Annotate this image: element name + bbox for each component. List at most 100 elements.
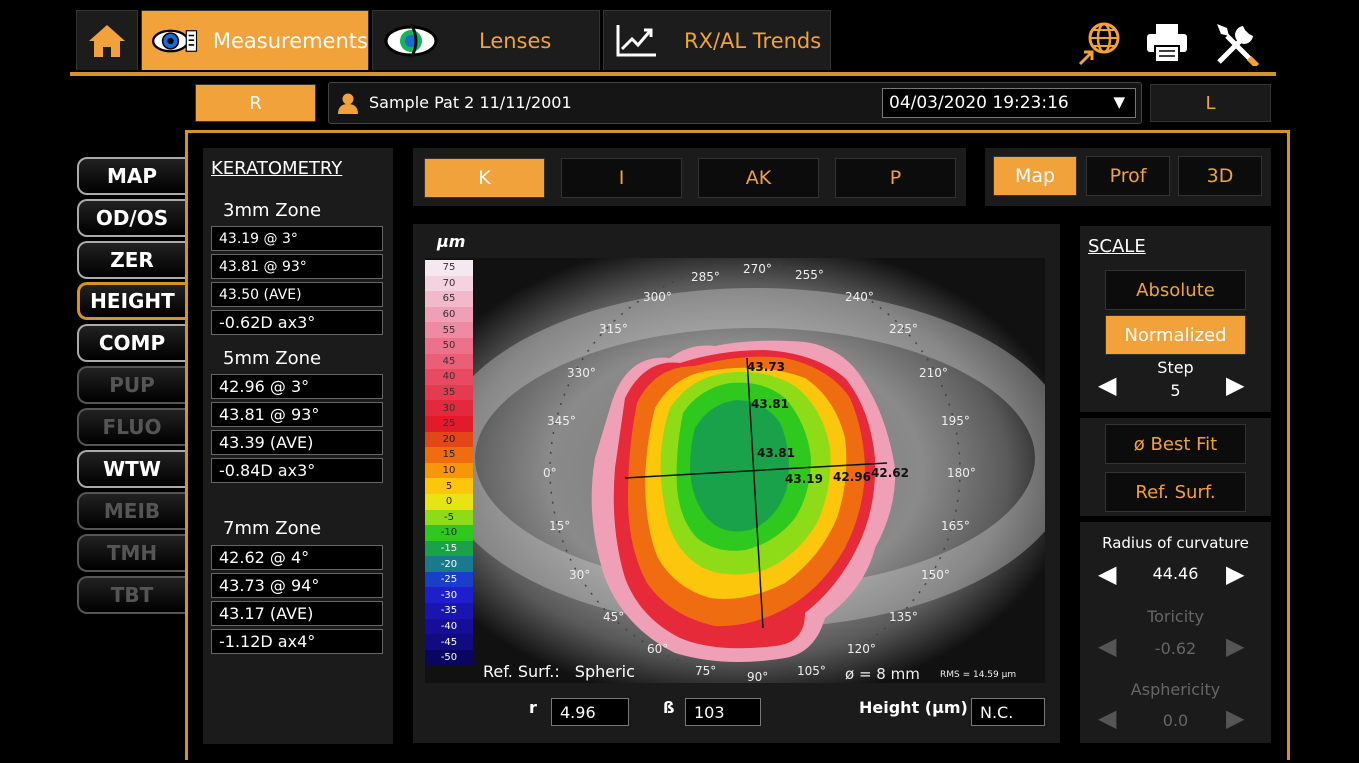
tab-measurements-label: Measurements — [212, 28, 368, 53]
side-tab-comp[interactable]: COMP — [77, 324, 185, 362]
beta-label: ß — [663, 698, 675, 717]
mode-k-button[interactable]: K — [424, 158, 545, 198]
step-decrease-button[interactable]: ◀ — [1098, 371, 1117, 399]
map-mode-tabs: K I AK P — [413, 148, 966, 206]
map-rms: RMS = 14.59 µm — [940, 670, 1017, 680]
angle-60: 60° — [647, 642, 669, 656]
right-eye-button[interactable]: R — [195, 84, 316, 122]
side-tab-wtw[interactable]: WTW — [77, 450, 185, 488]
tools-icon[interactable] — [1213, 20, 1259, 66]
scale-cell: 40 — [425, 369, 473, 385]
r-value-field: 4.96 — [551, 698, 629, 726]
zone-5mm-cyl: -0.84D ax3° — [211, 458, 383, 483]
height-map-image[interactable] — [425, 258, 1045, 683]
height-value-field: N.C. — [971, 698, 1045, 726]
scale-cell: -10 — [425, 525, 473, 541]
asphericity-value: 0.0 — [1162, 711, 1189, 730]
normalized-scale-button[interactable]: Normalized — [1105, 315, 1246, 355]
height-map-contours — [591, 340, 896, 662]
angle-165: 165° — [941, 519, 970, 533]
absolute-scale-button[interactable]: Absolute — [1105, 270, 1246, 310]
r-label: r — [529, 698, 537, 717]
toricity-increase-button: ▶ — [1226, 632, 1245, 660]
radius-value: 44.46 — [1152, 564, 1199, 583]
scale-cell: -20 — [425, 556, 473, 572]
angle-135: 135° — [889, 610, 918, 624]
scale-cell: -25 — [425, 571, 473, 588]
angle-225: 225° — [889, 322, 918, 336]
angle-255: 255° — [795, 268, 824, 282]
k-value-3mm-steep: 43.81 — [757, 446, 795, 460]
keratometry-panel: KERATOMETRY 3mm Zone 43.19 @ 3° 43.81 @ … — [203, 148, 393, 744]
scale-cell: 60 — [425, 306, 473, 323]
zone-7mm-title: 7mm Zone — [223, 518, 322, 539]
angle-90: 90° — [747, 670, 769, 684]
ref-surf-button[interactable]: Ref. Surf. — [1105, 472, 1246, 512]
angle-270: 270° — [743, 262, 772, 276]
home-button[interactable] — [76, 10, 138, 70]
radius-increase-button[interactable]: ▶ — [1226, 560, 1245, 588]
tab-measurements[interactable]: Measurements — [141, 10, 369, 70]
step-increase-button[interactable]: ▶ — [1226, 371, 1245, 399]
globe-cursor-icon[interactable] — [1076, 20, 1122, 66]
scale-cell: 50 — [425, 337, 473, 354]
scale-cell: 70 — [425, 275, 473, 292]
ref-surf-value: Spheric — [574, 662, 635, 681]
radius-decrease-button[interactable]: ◀ — [1098, 560, 1117, 588]
angle-345: 345° — [547, 414, 576, 428]
angle-315: 315° — [599, 322, 628, 336]
angle-285: 285° — [691, 270, 720, 284]
side-tab-map[interactable]: MAP — [77, 157, 185, 195]
view-3d-button[interactable]: 3D — [1178, 156, 1262, 196]
view-prof-button[interactable]: Prof — [1086, 156, 1170, 196]
exam-date-select[interactable]: 04/03/2020 19:23:16 ▼ — [882, 88, 1136, 118]
home-icon — [89, 24, 125, 57]
side-tab-tbt: TBT — [77, 576, 185, 614]
mode-i-button[interactable]: I — [561, 158, 682, 198]
scale-cell: 30 — [425, 400, 473, 416]
angle-0: 0° — [543, 466, 557, 480]
k-value-7mm-flat: 42.62 — [871, 466, 909, 480]
mode-p-button[interactable]: P — [835, 158, 956, 198]
scale-cell: 5 — [425, 478, 473, 494]
side-tab-od-os[interactable]: OD/OS — [77, 199, 185, 237]
fit-panel: ø Best Fit Ref. Surf. — [1080, 418, 1271, 516]
angle-180: 180° — [947, 466, 976, 480]
asphericity-increase-button: ▶ — [1226, 704, 1245, 732]
k-value-5mm-steep: 43.81 — [751, 397, 789, 411]
asphericity-decrease-button: ◀ — [1098, 704, 1117, 732]
zone-7mm-k2: 43.73 @ 94° — [211, 573, 383, 598]
ref-surface-info: Ref. Surf.: Spheric — [483, 662, 635, 681]
tab-rx-al-trends[interactable]: RX/AL Trends — [603, 10, 831, 70]
zone-3mm-k2: 43.81 @ 93° — [211, 254, 383, 279]
printer-icon[interactable] — [1144, 20, 1190, 66]
scale-cell: -45 — [425, 634, 473, 650]
angle-210: 210° — [919, 366, 948, 380]
scale-cell: 35 — [425, 384, 473, 401]
zone-7mm-ave: 43.17 (AVE) — [211, 601, 383, 626]
zone-3mm-k1: 43.19 @ 3° — [211, 226, 383, 251]
user-icon — [338, 93, 358, 114]
scale-cell: 0 — [425, 493, 473, 510]
scale-cell: -30 — [425, 587, 473, 604]
patient-name: Sample Pat 2 11/11/2001 — [369, 93, 572, 112]
map-panel: µm 75 70 65 60 55 50 45 40 35 30 25 20 15 10 5 0 -5 -10- — [413, 224, 1060, 743]
side-tab-zer[interactable]: ZER — [77, 241, 185, 279]
step-value: 5 — [1170, 381, 1181, 400]
view-map-button[interactable]: Map — [993, 156, 1077, 196]
tab-lenses[interactable]: Lenses — [372, 10, 600, 70]
scale-title: SCALE — [1088, 236, 1146, 257]
angle-300: 300° — [643, 290, 672, 304]
scale-cell: 10 — [425, 462, 473, 479]
scale-cell: 45 — [425, 353, 473, 370]
best-fit-button[interactable]: ø Best Fit — [1105, 424, 1246, 464]
k-value-7mm-steep: 43.73 — [747, 360, 785, 374]
left-eye-button[interactable]: L — [1150, 84, 1271, 122]
tab-lenses-label: Lenses — [479, 28, 552, 53]
mode-ak-button[interactable]: AK — [698, 158, 819, 198]
side-tab-height[interactable]: HEIGHT — [77, 282, 185, 320]
side-tab-tmh: TMH — [77, 534, 185, 572]
zone-7mm-cyl: -1.12D ax4° — [211, 629, 383, 654]
beta-value-field: 103 — [685, 698, 761, 726]
zone-3mm-title: 3mm Zone — [223, 200, 322, 221]
